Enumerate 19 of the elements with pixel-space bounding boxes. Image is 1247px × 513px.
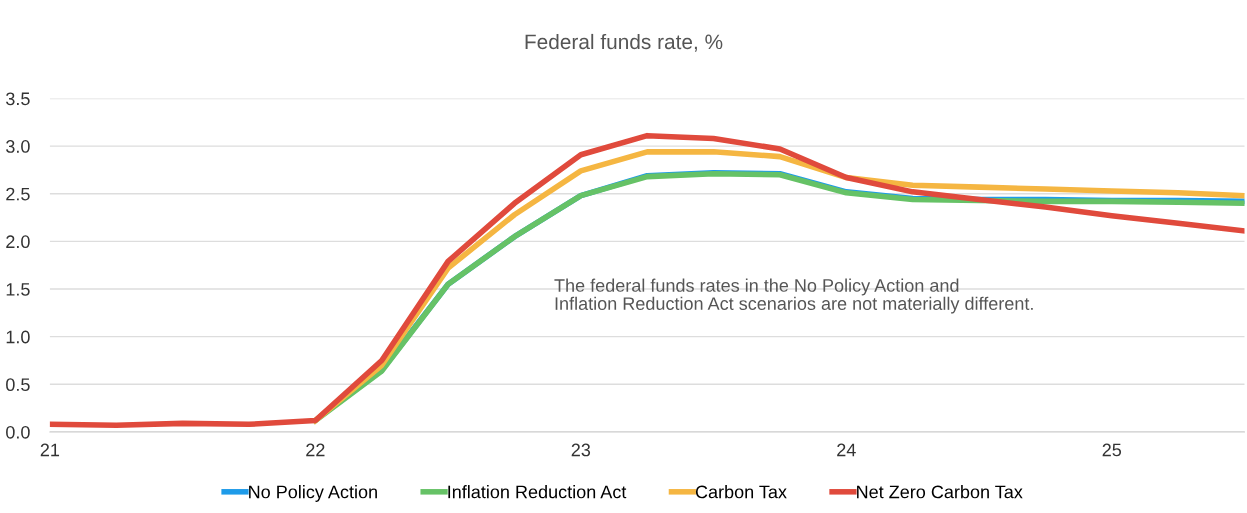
y-tick-label: 2.0	[6, 235, 30, 249]
legend-label: Net Zero Carbon Tax	[857, 485, 1023, 499]
annotation: The federal funds rates in the No Policy Action and Inflation Reduction Act scenarios are not materially different.	[554, 278, 1033, 314]
legend-label: Inflation Reduction Act	[448, 485, 627, 499]
chart-title: Federal funds rate, %	[525, 33, 723, 52]
y-tick-label: 3.0	[6, 140, 30, 153]
legend-label: No Policy Action	[249, 485, 377, 502]
y-tick-label: 0.5	[6, 378, 30, 392]
y-tick-label: 3.5	[6, 92, 30, 106]
x-tick-label: 23	[571, 443, 591, 457]
y-tick-label: 2.5	[6, 187, 30, 201]
x-tick-label: 24	[837, 443, 856, 457]
x-tick-label: 21	[40, 443, 60, 457]
x-tick-label: 22	[306, 443, 325, 457]
y-tick-label: 0.0	[6, 425, 30, 439]
legend-label: Carbon Tax	[695, 485, 787, 499]
x-tick-label: 25	[1102, 443, 1122, 457]
y-tick-label: 1.0	[6, 330, 30, 344]
y-tick-label: 1.5	[6, 283, 30, 296]
